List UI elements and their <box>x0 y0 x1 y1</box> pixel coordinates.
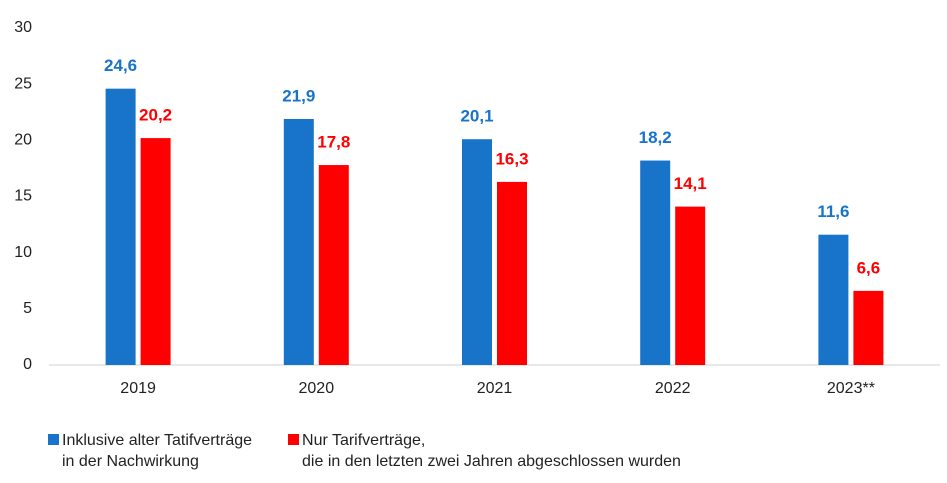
legend-label: Inklusive alter Tatifverträge in der Nac… <box>62 432 253 470</box>
y-tick-label: 0 <box>23 356 32 373</box>
bar <box>675 206 706 365</box>
value-label: 14,1 <box>674 174 707 193</box>
chart: 0 5 10 15 20 25 30 2019 2020 2021 2022 2023** 24,6 21… <box>14 19 940 397</box>
bar <box>818 234 849 365</box>
x-tick-label: 2020 <box>299 380 335 397</box>
legend-swatch <box>288 434 300 445</box>
bar <box>462 139 492 365</box>
y-tick-label: 10 <box>14 244 32 261</box>
bar <box>853 290 884 365</box>
bar <box>105 88 136 365</box>
value-label: 18,2 <box>639 128 672 147</box>
x-tick-label: 2023** <box>827 380 875 397</box>
bar <box>640 160 671 365</box>
x-tick-label: 2021 <box>477 380 513 397</box>
y-tick-label: 5 <box>23 300 32 317</box>
bar <box>140 138 171 365</box>
legend-label: Nur Tarifverträge, die in den letzten zw… <box>302 432 681 470</box>
legend-swatch <box>48 434 59 445</box>
legend-item: Inklusive alter Tatifverträge in der Nac… <box>48 430 252 472</box>
y-tick-label: 20 <box>14 132 32 149</box>
value-label: 24,6 <box>104 56 137 75</box>
bar <box>497 181 527 365</box>
x-tick-label: 2022 <box>655 380 691 397</box>
legend-item: Nur Tarifverträge, die in den letzten zw… <box>288 430 681 472</box>
value-label: 16,3 <box>495 149 528 168</box>
value-label: 6,6 <box>857 258 881 277</box>
x-tick-label: 2019 <box>120 380 156 397</box>
bar <box>283 118 314 366</box>
y-tick-label: 15 <box>14 188 32 205</box>
bar <box>318 165 349 365</box>
value-label: 20,2 <box>139 106 172 125</box>
legend: Inklusive alter Tatifverträge in der Nac… <box>48 430 681 472</box>
y-tick-label: 30 <box>14 19 32 36</box>
value-label: 20,1 <box>460 107 493 126</box>
value-label: 11,6 <box>817 202 849 221</box>
value-label: 17,8 <box>317 133 350 152</box>
y-tick-label: 25 <box>14 75 32 92</box>
value-label: 21,9 <box>282 86 315 105</box>
